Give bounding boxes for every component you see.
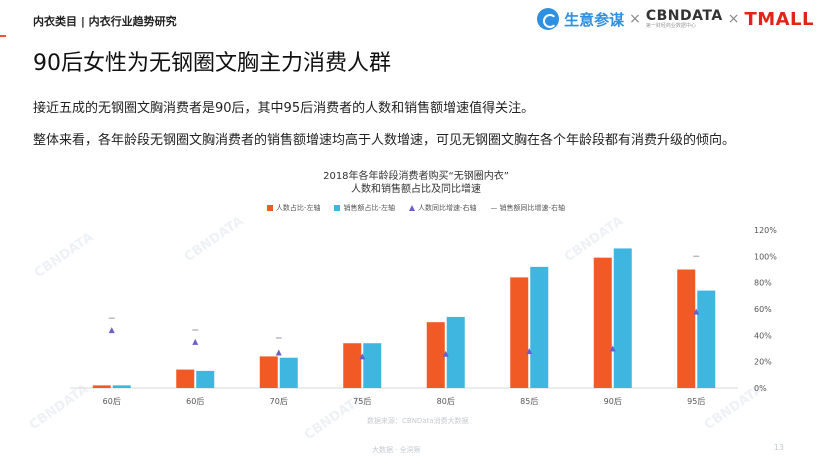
logo-cbndata-sub: 第一财经商业数据中心 <box>645 23 696 29</box>
marker-people-growth <box>192 338 199 345</box>
right-axis-tick-label: 20% <box>754 358 772 367</box>
x-tick-label: 75后 <box>353 396 371 406</box>
legend-swatch <box>266 205 273 211</box>
right-axis-tick-label: 40% <box>754 331 772 340</box>
x-tick-label: 60后 <box>103 396 121 406</box>
legend-item-sales-share: 销售额占比-左轴 <box>334 203 395 213</box>
bar-people-share <box>343 343 362 388</box>
page-number: 13 <box>773 443 784 452</box>
summary-paragraph-2: 整体来看，各年龄段无钢圈文胸消费者的销售额增速均高于人数增速，可见无钢圈文胸在各… <box>33 133 736 148</box>
top-bar: 内衣类目 | 内衣行业趋势研究 生意参谋 × CBNDATA 第一财经商业数据中… <box>0 0 832 44</box>
accent-rule <box>0 35 6 37</box>
summary-paragraph-1: 接近五成的无钢圈文胸消费者是90后，其中95后消费者的人数和销售额增速值得关注。 <box>33 101 535 116</box>
page-title: 90后女性为无钢圈文胸主力消费人群 <box>33 51 391 76</box>
bar-sales-share <box>697 290 716 388</box>
marker-people-growth <box>693 308 700 315</box>
chart-title: 2018年各年龄段消费者购买“无钢圈内衣” <box>323 171 509 182</box>
legend-label: 人数占比-左轴 <box>275 204 321 212</box>
marker-people-growth <box>526 348 533 355</box>
legend-item-people-growth: 人数同比增速-右轴 <box>409 203 477 213</box>
right-axis-tick-label: 0% <box>754 384 767 393</box>
right-axis-tick-label: 120% <box>754 226 777 235</box>
bar-people-share <box>677 269 696 388</box>
logo-shengyicanmou: 生意参谋 <box>564 10 625 29</box>
legend-label: 人数同比增速-右轴 <box>418 204 477 212</box>
marker-people-growth <box>359 353 366 360</box>
footer-mark: 大数据 · 全洞察 <box>372 446 421 454</box>
bar-sales-share <box>613 248 632 388</box>
x-tick-label: 80后 <box>437 396 455 406</box>
x-tick-label: 90后 <box>604 396 622 406</box>
legend-swatch <box>334 205 341 211</box>
bar-people-share <box>426 322 445 388</box>
bar-people-share <box>259 356 278 388</box>
chart-subtitle: 人数和销售额占比及同比增速 <box>351 184 481 195</box>
logo-separator: × <box>727 11 740 27</box>
chart-legend: 人数占比-左轴 销售额占比-左轴 人数同比增速-右轴 销售额同比增速-右轴 <box>0 203 832 213</box>
right-axis-tick-label: 80% <box>754 279 772 288</box>
right-axis-tick-label: 60% <box>754 305 772 314</box>
bar-sales-share <box>112 385 131 388</box>
legend-item-people-share: 人数占比-左轴 <box>266 203 321 213</box>
marker-people-growth <box>275 349 282 356</box>
marker-people-growth <box>609 345 616 352</box>
bar-people-share <box>593 257 612 388</box>
marker-people-growth <box>108 327 115 334</box>
x-tick-label: 85后 <box>520 396 538 406</box>
legend-label: 销售额同比增速-右轴 <box>499 204 566 212</box>
right-axis-tick-label: 100% <box>754 252 777 261</box>
logo-tmall: TMALL <box>744 8 814 30</box>
chat-bubble-icon <box>537 8 560 30</box>
logo-separator: × <box>629 11 641 27</box>
bar-sales-share <box>530 266 549 388</box>
triangle-icon <box>409 205 415 211</box>
legend-label: 销售额占比-左轴 <box>343 204 395 212</box>
logo-cbndata-text: CBNDATA <box>645 8 723 24</box>
x-tick-label: 70后 <box>270 396 288 406</box>
partner-logos: 生意参谋 × CBNDATA 第一财经商业数据中心 × TMALL <box>537 6 814 32</box>
data-source: 数据来源：CBNData消费大数据 <box>367 417 469 425</box>
x-tick-label: 95后 <box>687 396 705 406</box>
legend-item-sales-growth: 销售额同比增速-右轴 <box>490 203 566 213</box>
dash-icon <box>490 207 497 209</box>
bar-people-share <box>176 369 195 388</box>
bar-people-share <box>510 277 529 388</box>
x-tick-label: 60后 <box>186 396 204 406</box>
bar-sales-share <box>279 357 298 388</box>
section-tag: 内衣类目 | 内衣行业趋势研究 <box>33 15 177 28</box>
bar-people-share <box>92 385 111 388</box>
logo-cbndata: CBNDATA 第一财经商业数据中心 <box>646 9 723 29</box>
bar-sales-share <box>196 370 215 388</box>
marker-people-growth <box>442 350 449 357</box>
chart-area: 2018年各年龄段消费者购买“无钢圈内衣” 人数和销售额占比及同比增速 人数占比… <box>0 164 832 464</box>
bar-sales-share <box>446 316 465 388</box>
bar-sales-share <box>363 343 382 388</box>
